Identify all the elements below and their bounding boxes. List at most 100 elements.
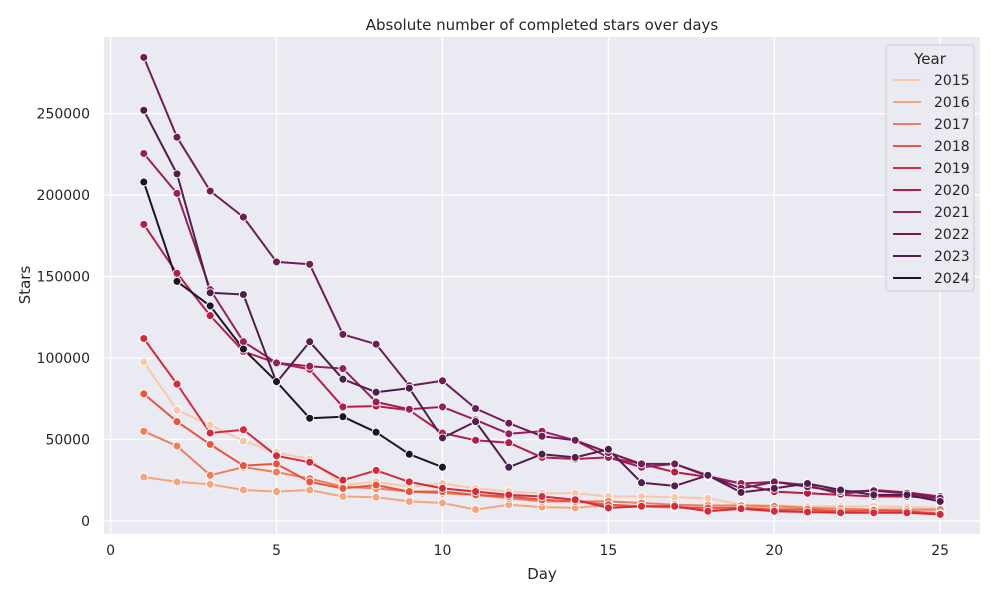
data-point-2021: [272, 358, 281, 368]
legend: Year 2015 2016 2017 2018 2019 2020 2021 2022 202…: [885, 44, 975, 292]
y-tick-label: 100000: [37, 351, 90, 367]
y-tick-label: 200000: [37, 188, 90, 204]
data-point-2022: [504, 418, 514, 428]
chart-title: Absolute number of completed stars over …: [366, 16, 719, 34]
data-point-2022: [272, 257, 281, 267]
data-point-2023: [139, 105, 149, 115]
data-point-2018: [404, 487, 414, 497]
data-point-2018: [172, 417, 182, 427]
data-point-2023: [205, 288, 215, 298]
data-point-2015: [205, 420, 215, 430]
data-point-2024: [205, 301, 215, 311]
legend-label-2023: 2023: [934, 249, 970, 265]
data-point-2020: [504, 438, 514, 448]
data-point-2022: [371, 339, 381, 349]
data-point-2023: [769, 483, 779, 493]
data-point-2019: [670, 501, 680, 511]
data-point-2015: [172, 405, 182, 415]
data-point-2020: [139, 219, 149, 229]
data-point-2019: [935, 509, 945, 519]
data-point-2023: [637, 478, 646, 488]
data-point-2019: [570, 495, 580, 505]
y-tick-label: 50000: [45, 432, 90, 448]
data-point-2023: [869, 490, 879, 500]
data-point-2022: [205, 186, 215, 196]
x-axis-title: Day: [527, 565, 557, 583]
data-point-2019: [371, 465, 381, 475]
series-points: [139, 52, 945, 519]
data-point-2018: [272, 459, 281, 469]
data-point-2016: [205, 479, 215, 489]
data-point-2019: [272, 451, 281, 461]
x-tick-label: 25: [931, 543, 949, 559]
data-point-2023: [537, 449, 547, 459]
x-tick-label: 0: [106, 543, 115, 559]
data-point-2019: [836, 508, 846, 518]
data-point-2024: [238, 344, 248, 354]
data-point-2022: [637, 459, 646, 469]
y-tick-label: 150000: [37, 270, 90, 286]
data-point-2023: [902, 490, 912, 500]
data-point-2023: [471, 417, 481, 427]
data-point-2023: [438, 433, 447, 443]
data-point-2017: [172, 441, 182, 451]
data-point-2016: [404, 496, 414, 506]
data-point-2019: [172, 379, 182, 389]
data-point-2015: [670, 492, 680, 502]
data-point-2021: [238, 337, 248, 347]
legend-label-2018: 2018: [934, 139, 970, 155]
data-point-2022: [238, 212, 248, 222]
data-point-2019: [471, 487, 481, 497]
data-point-2023: [803, 479, 812, 488]
y-tick-label: 250000: [37, 107, 90, 123]
data-point-2016: [305, 485, 315, 495]
data-point-2019: [438, 483, 447, 493]
data-point-2021: [338, 364, 348, 374]
data-point-2016: [172, 477, 182, 487]
data-point-2021: [305, 361, 315, 371]
data-point-2020: [670, 467, 680, 477]
data-point-2022: [172, 132, 182, 142]
data-point-2020: [205, 311, 215, 321]
data-point-2017: [139, 426, 149, 436]
data-point-2024: [272, 377, 281, 387]
data-point-2024: [139, 177, 149, 187]
data-point-2020: [471, 435, 481, 445]
data-point-2021: [438, 402, 447, 412]
y-tick-label: 0: [81, 514, 90, 530]
data-point-2021: [504, 429, 514, 439]
data-point-2023: [338, 374, 348, 384]
data-point-2019: [869, 508, 879, 518]
x-tick-label: 15: [599, 543, 617, 559]
data-point-2019: [803, 507, 812, 517]
data-point-2015: [238, 436, 248, 446]
data-point-2019: [537, 492, 547, 501]
data-point-2023: [603, 444, 613, 454]
data-point-2023: [670, 481, 680, 491]
data-point-2016: [272, 487, 281, 497]
data-point-2024: [172, 276, 182, 286]
data-point-2024: [404, 449, 414, 459]
data-point-2019: [902, 508, 912, 518]
data-point-2019: [205, 428, 215, 438]
legend-label-2021: 2021: [934, 205, 970, 221]
data-point-2015: [703, 493, 713, 503]
legend-label-2019: 2019: [934, 161, 970, 177]
data-point-2022: [570, 435, 580, 445]
data-point-2022: [438, 376, 447, 386]
data-point-2023: [238, 290, 248, 299]
data-point-2018: [238, 461, 248, 471]
data-point-2015: [139, 357, 149, 367]
data-point-2020: [172, 268, 182, 278]
data-point-2016: [139, 472, 149, 482]
data-point-2019: [703, 506, 713, 516]
data-point-2016: [471, 505, 481, 515]
data-point-2022: [139, 52, 149, 62]
data-point-2022: [471, 404, 481, 413]
data-point-2022: [670, 459, 680, 469]
data-point-2023: [305, 337, 315, 347]
data-point-2019: [736, 504, 746, 514]
data-point-2018: [139, 389, 149, 399]
legend-label-2022: 2022: [934, 227, 970, 243]
